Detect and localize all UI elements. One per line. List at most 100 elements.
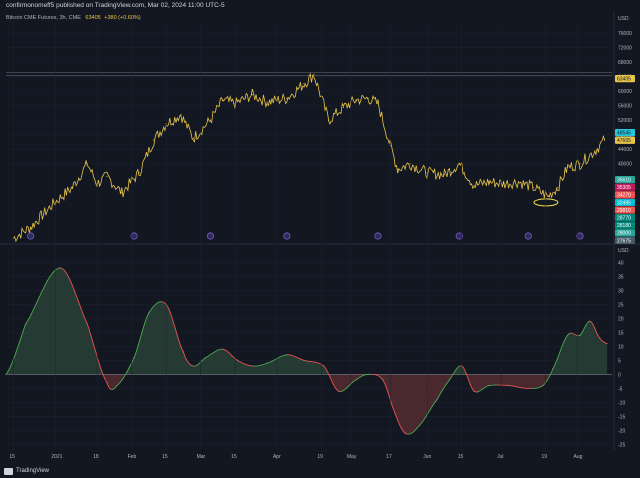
osc-line-segment	[591, 322, 594, 325]
osc-line-segment	[48, 276, 51, 279]
osc-line-segment	[117, 383, 120, 386]
osc-line-segment	[61, 268, 64, 270]
osc-line-segment	[397, 421, 400, 424]
osc-line-segment	[384, 383, 387, 387]
price-label-tag	[615, 236, 635, 245]
price-unit-label: USD	[618, 16, 629, 22]
osc-line-segment	[16, 346, 19, 351]
osc-line-segment	[83, 316, 86, 320]
osc-line-segment	[399, 425, 402, 429]
osc-line-segment	[84, 319, 87, 322]
osc-line-segment	[602, 341, 605, 343]
tradingview-logo[interactable]: TradingView	[4, 466, 49, 476]
osc-line-segment	[45, 281, 48, 284]
time-tick-label: Mar	[197, 454, 206, 460]
price-label-tag	[615, 129, 635, 137]
osc-unit-label: USD	[618, 248, 629, 254]
price-tick-label: 68000	[618, 60, 632, 66]
osc-line-segment	[327, 372, 330, 375]
osc-line-segment	[330, 378, 333, 381]
osc-line-segment	[352, 380, 355, 383]
osc-line-segment	[424, 415, 427, 418]
osc-line-segment	[582, 328, 585, 332]
osc-line-segment	[216, 349, 218, 352]
osc-line-segment	[203, 358, 205, 360]
osc-line-segment	[17, 343, 20, 348]
osc-line-segment	[112, 388, 115, 390]
low-highlight-ellipse	[533, 198, 559, 207]
osc-line-segment	[345, 387, 348, 390]
price-point	[222, 99, 224, 101]
osc-line-segment	[469, 383, 472, 387]
osc-point	[552, 368, 554, 370]
osc-line-segment	[139, 335, 142, 340]
osc-tick-label: 0	[618, 372, 621, 378]
osc-line-segment	[202, 358, 204, 361]
osc-line-segment	[7, 369, 10, 372]
osc-line-segment	[273, 359, 276, 361]
event-badge-icon	[524, 232, 532, 240]
osc-line-segment	[38, 295, 41, 299]
osc-line-segment	[51, 272, 54, 274]
price-pane: 7600072000680006400060000560005200048000…	[0, 12, 640, 450]
osc-line-segment	[53, 269, 56, 272]
osc-line-segment	[36, 299, 39, 303]
osc-line-segment	[109, 388, 112, 390]
price-point	[106, 175, 108, 178]
osc-line-segment	[175, 331, 178, 336]
osc-line-segment	[144, 319, 147, 323]
time-tick-label: 19	[317, 454, 323, 460]
price-label-text: 32495	[617, 200, 631, 206]
osc-line-segment	[481, 388, 484, 390]
osc-line-segment	[18, 340, 21, 345]
osc-line-segment	[201, 359, 203, 362]
price-label-tag	[615, 229, 635, 237]
osc-line-segment	[414, 428, 417, 431]
osc-line-segment	[90, 336, 93, 340]
osc-tick-label: 15	[618, 330, 624, 336]
osc-line-segment	[413, 429, 416, 432]
time-tick-label: Feb	[128, 454, 137, 460]
osc-point	[382, 379, 384, 381]
price-point	[86, 163, 88, 165]
price-point	[397, 168, 399, 170]
price-point	[367, 97, 369, 99]
osc-point	[222, 348, 224, 350]
osc-line-segment	[603, 341, 606, 344]
osc-line-segment	[184, 357, 187, 360]
time-tick-label: 2021	[51, 454, 62, 460]
osc-line-segment	[556, 357, 559, 361]
osc-line-segment	[349, 383, 352, 386]
event-badge-icon	[455, 232, 463, 240]
osc-line-segment	[391, 405, 394, 409]
event-badge-icon	[206, 232, 215, 240]
osc-line-segment	[207, 355, 209, 357]
osc-line-segment	[388, 395, 391, 400]
osc-line-segment	[278, 356, 281, 358]
price-tick-label: 56000	[618, 104, 632, 110]
osc-line-segment	[471, 388, 474, 391]
symbol-legend: Bitcoin CME Futures, 3h, CME 63405 +380 …	[6, 15, 141, 21]
osc-line-segment	[550, 371, 553, 374]
osc-line-segment	[336, 389, 338, 391]
osc-line-segment	[584, 325, 587, 328]
osc-line-segment	[108, 387, 111, 389]
osc-line-segment	[31, 310, 34, 314]
osc-tick-label: 35	[618, 274, 624, 280]
osc-point	[133, 357, 135, 359]
osc-line-segment	[324, 366, 327, 369]
osc-line-segment	[559, 349, 562, 353]
osc-line-segment	[420, 421, 423, 424]
osc-line-segment	[545, 380, 548, 383]
osc-line-segment	[464, 370, 467, 373]
osc-line-segment	[152, 305, 155, 308]
osc-line-segment	[586, 322, 589, 324]
time-tick-label: Apr	[273, 454, 281, 460]
osc-line-segment	[183, 354, 186, 358]
osc-tick-label: -15	[618, 414, 625, 420]
price-label-tag	[615, 221, 635, 229]
price-point	[313, 74, 315, 76]
osc-line-segment	[470, 385, 473, 389]
osc-line-segment	[478, 390, 481, 392]
